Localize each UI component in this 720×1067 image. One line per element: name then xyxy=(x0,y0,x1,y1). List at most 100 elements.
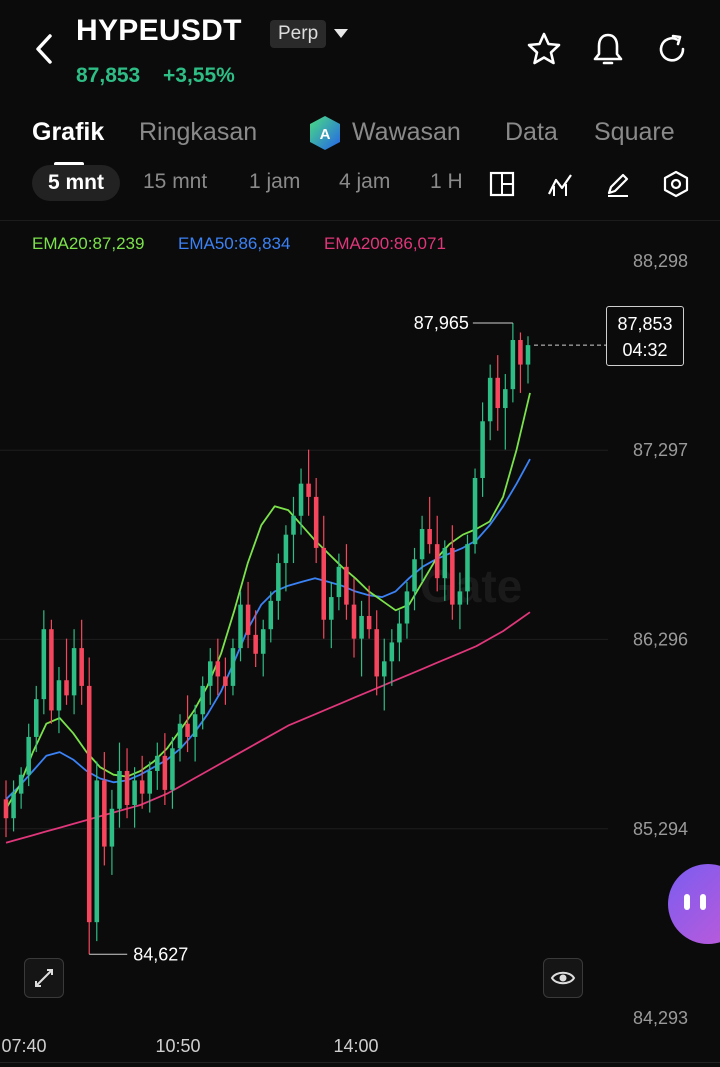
active-tab-indicator xyxy=(54,162,84,166)
interval-5m[interactable]: 5 mnt xyxy=(32,165,121,201)
candle-body xyxy=(124,770,130,805)
candle-body xyxy=(207,661,213,686)
candle-body xyxy=(495,377,501,409)
ema50-legend: EMA50:86,834 xyxy=(178,234,291,253)
candle-body xyxy=(283,534,289,564)
y-tick-label: 85,294 xyxy=(633,819,688,839)
caret-down-icon[interactable] xyxy=(334,29,348,38)
y-tick-label: 84,293 xyxy=(633,1008,688,1028)
tab-ringkasan[interactable]: Ringkasan xyxy=(139,118,258,146)
candle-body xyxy=(503,389,508,409)
svg-text:A: A xyxy=(320,126,331,143)
tab-data[interactable]: Data xyxy=(505,118,558,146)
candle-countdown: 04:32 xyxy=(622,340,668,360)
last-price: 87,853 xyxy=(76,64,141,87)
candle-body xyxy=(427,529,432,545)
candle-body xyxy=(450,547,455,605)
current-price-value: 87,853 xyxy=(617,314,673,334)
chat-eye-right xyxy=(700,894,706,910)
candle-body xyxy=(49,629,54,711)
visibility-button[interactable] xyxy=(543,958,583,998)
star-icon[interactable] xyxy=(525,30,563,68)
candle-body xyxy=(245,604,251,635)
bell-icon[interactable] xyxy=(589,30,627,68)
chart-layout-icon[interactable] xyxy=(488,170,516,198)
interval-15m[interactable]: 15 mnt xyxy=(143,170,208,193)
interval-1h[interactable]: 1 jam xyxy=(249,170,301,193)
candle-body xyxy=(11,793,16,819)
interval-bar: 5 mnt 15 mnt 1 jam 4 jam 1 H xyxy=(0,160,720,210)
candle-body xyxy=(109,808,115,847)
interval-4h[interactable]: 4 jam xyxy=(339,170,391,193)
candle-body xyxy=(132,780,137,805)
low-price-label: 84,627 xyxy=(133,944,188,964)
candle-body xyxy=(238,604,243,649)
fullscreen-button[interactable] xyxy=(24,958,64,998)
candle-body xyxy=(139,780,145,794)
high-price-label: 87,965 xyxy=(414,313,469,333)
x-tick-label: 14:00 xyxy=(333,1036,378,1056)
tab-grafik[interactable]: Grafik xyxy=(32,118,105,146)
candle-body xyxy=(321,547,327,620)
tab-square[interactable]: Square xyxy=(594,118,675,146)
interval-1d[interactable]: 1 H xyxy=(430,170,463,193)
tab-wawasan[interactable]: Wawasan xyxy=(352,118,461,146)
symbol-title[interactable]: HYPEUSDT xyxy=(76,14,242,47)
candle-body xyxy=(56,680,62,711)
candle-body xyxy=(276,563,281,601)
candle-body xyxy=(404,591,410,624)
tab-bar: Grafik Ringkasan Wawasan Data Square xyxy=(0,110,720,160)
candle-body xyxy=(117,770,122,809)
candle-body xyxy=(268,600,274,630)
ema200-legend: EMA200:86,071 xyxy=(324,234,446,253)
eye-icon xyxy=(550,971,576,985)
toolbar-divider xyxy=(0,220,720,221)
candle-body xyxy=(26,736,31,775)
candle-body xyxy=(94,780,100,923)
perp-badge: Perp xyxy=(270,20,327,48)
candle-body xyxy=(41,629,47,700)
header: HYPEUSDT Perp 87,853 +3,55% xyxy=(0,0,720,100)
draw-pen-icon[interactable] xyxy=(604,170,632,198)
current-price-box: 87,853 04:32 xyxy=(606,306,684,366)
candle-body xyxy=(434,544,440,579)
candle-body xyxy=(298,483,304,516)
indicator-icon[interactable] xyxy=(546,170,574,198)
candle-body xyxy=(412,559,417,592)
y-tick-label: 86,296 xyxy=(633,629,688,649)
candle-body xyxy=(442,547,448,579)
candle-body xyxy=(525,345,531,365)
expand-icon xyxy=(35,969,53,987)
candle-body xyxy=(230,648,236,686)
y-tick-label: 87,297 xyxy=(633,440,688,460)
chat-eye-left xyxy=(684,894,690,910)
candle-body xyxy=(223,676,228,686)
ai-insight-icon: A xyxy=(310,116,340,150)
candle-body xyxy=(177,723,183,749)
ema200-line xyxy=(5,611,531,844)
x-tick-label: 07:40 xyxy=(1,1036,46,1056)
candle-body xyxy=(192,714,198,737)
candle-body xyxy=(64,680,69,696)
candle-body xyxy=(185,723,190,737)
candle-body xyxy=(18,774,24,794)
candle-body xyxy=(374,629,379,677)
refresh-icon[interactable] xyxy=(653,30,691,68)
candle-body xyxy=(397,623,402,643)
candle-body xyxy=(366,615,372,630)
candle-body xyxy=(472,477,478,545)
back-arrow-icon[interactable] xyxy=(28,30,62,68)
candle-body xyxy=(155,755,160,771)
candle-body xyxy=(487,377,493,422)
candle-body xyxy=(102,780,107,847)
candle-body xyxy=(306,483,311,497)
settings-icon[interactable] xyxy=(662,170,690,198)
candle-body xyxy=(465,544,470,592)
candle-body xyxy=(86,685,92,923)
candle-body xyxy=(480,421,485,478)
candle-body xyxy=(33,699,39,737)
candle-body xyxy=(359,615,364,639)
x-tick-label: 10:50 xyxy=(155,1036,200,1056)
candle-body xyxy=(336,566,342,598)
